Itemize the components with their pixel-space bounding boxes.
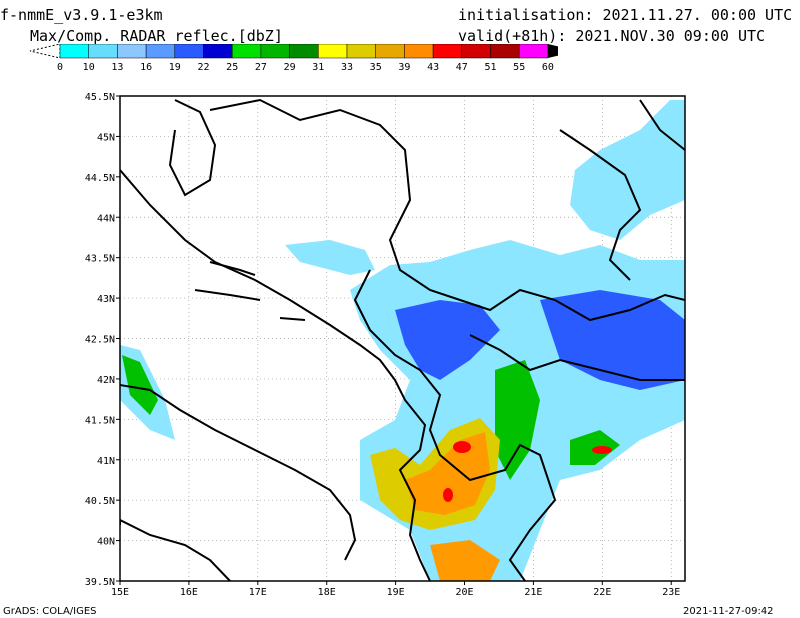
lat-label: 40.5N: [85, 496, 115, 507]
init-value: 2021.11.27. 00:00 UTC: [602, 6, 793, 24]
colorbar-under-arrow: [29, 44, 61, 59]
lon-label: 20E: [455, 587, 473, 598]
lat-label: 42N: [97, 375, 115, 386]
lon-label: 22E: [593, 587, 611, 598]
lat-label: 41.5N: [85, 415, 115, 426]
echo-area-orange-south: [430, 540, 500, 581]
colorbar-tick-label: 55: [513, 62, 525, 73]
colorbar-tick-label: 39: [398, 62, 410, 73]
lon-label: 19E: [387, 587, 405, 598]
colorbar-tick-label: 10: [83, 62, 95, 73]
lon-label: 21E: [524, 587, 542, 598]
plot-timestamp: 2021-11-27-09:42: [683, 606, 774, 617]
colorbar-tick-label: 47: [456, 62, 468, 73]
colorbar-over-arrow: [547, 44, 558, 58]
colorbar-tick-label: 51: [484, 62, 496, 73]
product-name: Max/Comp. RADAR reflec.[dbZ]: [30, 27, 283, 45]
colorbar-tick-label: 43: [427, 62, 439, 73]
init-label: initialisation:: [458, 6, 594, 24]
echo-area-orange: [405, 432, 490, 515]
lon-label: 17E: [249, 587, 267, 598]
lon-label: 18E: [318, 587, 336, 598]
lat-label: 39.5N: [85, 577, 115, 588]
latitude-labels: 45.5N 45N 44.5N 44N 43.5N 43N 42.5N 42N 41.5N 41N…: [85, 92, 120, 588]
border-north: [559, 99, 685, 281]
colorbar-tick-label: 22: [197, 62, 209, 73]
colorbar-tick-label: 19: [169, 62, 181, 73]
echo-area-cyan-north: [570, 100, 685, 240]
border-balkans-2: [353, 269, 557, 581]
echo-core-red-2: [443, 488, 453, 502]
lat-label: 44N: [97, 213, 115, 224]
initialisation-line: initialisation: 2021.11.27. 00:00 UTC: [458, 7, 792, 23]
colorbar-legend: 0 10 13 16 19 22 25 27 29 31 33 35 39 43 47 51 55 60: [29, 44, 558, 73]
colorbar-tick-label: 27: [255, 62, 267, 73]
coastline-adriatic-east: [120, 169, 431, 581]
lat-label: 43N: [97, 294, 115, 305]
echo-core-red-1: [453, 441, 471, 453]
lat-label: 45N: [97, 132, 115, 143]
colorbar-tick-label: 31: [312, 62, 324, 73]
grads-credit: GrADS: COLA/IGES: [3, 606, 97, 617]
colorbar-tick-label: 13: [111, 62, 123, 73]
colorbar-tick-label: 60: [542, 62, 554, 73]
echo-area-green-coast: [122, 355, 158, 415]
radar-echoes: [120, 100, 685, 581]
lat-label: 44.5N: [85, 173, 115, 184]
colorbar-tick-label: 25: [226, 62, 238, 73]
lon-label: 16E: [180, 587, 198, 598]
echo-core-red-3: [592, 446, 612, 454]
lat-label: 43.5N: [85, 254, 115, 265]
echo-strip-cyan: [285, 240, 375, 275]
lat-label: 40N: [97, 537, 115, 548]
valid-line: valid(+81h): 2021.NOV.30 09:00 UTC: [458, 28, 765, 44]
coastline-istria: [168, 99, 217, 197]
colorbar-tick-label: 0: [57, 62, 63, 73]
model-name: f-nmmE_v3.9.1-e3km: [0, 6, 163, 24]
coastline-italy: [120, 384, 357, 581]
valid-label: valid(+81h):: [458, 27, 567, 45]
lat-label: 42.5N: [85, 335, 115, 346]
lon-label: 23E: [662, 587, 680, 598]
island-hvar: [194, 261, 306, 321]
colorbar-tick-label: 35: [370, 62, 382, 73]
lat-label: 45.5N: [85, 92, 115, 103]
colorbar-tick-label: 33: [341, 62, 353, 73]
longitude-labels: 15E 16E 17E 18E 19E 20E 21E 22E 23E: [111, 581, 680, 598]
border-balkans-3: [469, 334, 685, 381]
colorbar-tick-label: 29: [284, 62, 296, 73]
echo-area-blue: [395, 300, 500, 380]
valid-value: 2021.NOV.30 09:00 UTC: [575, 27, 766, 45]
coastlines-borders: [120, 98, 685, 581]
lat-label: 41N: [97, 456, 115, 467]
colorbar-tick-label: 16: [140, 62, 152, 73]
lon-label: 15E: [111, 587, 129, 598]
border-balkans-1: [209, 98, 685, 322]
